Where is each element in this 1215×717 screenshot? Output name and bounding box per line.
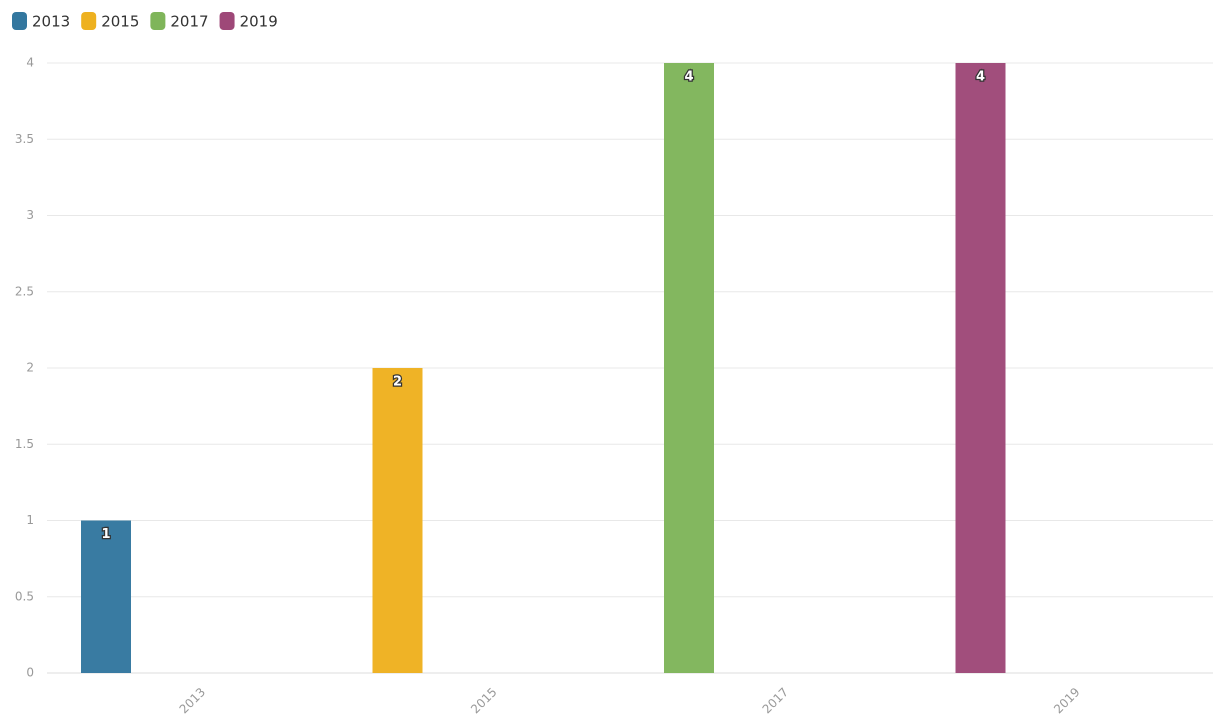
y-tick-label: 3.5 xyxy=(15,132,34,146)
x-tick-label: 2019 xyxy=(1051,685,1082,716)
legend-swatch xyxy=(150,12,166,30)
value-label: 1 xyxy=(101,527,110,542)
bar xyxy=(955,63,1006,673)
legend-label: 2015 xyxy=(101,13,139,31)
value-label: 4 xyxy=(684,70,693,85)
legend-swatch xyxy=(81,12,97,30)
y-tick-label: 0 xyxy=(26,666,34,680)
y-tick-label: 1 xyxy=(26,513,34,527)
bar xyxy=(372,368,423,673)
legend-label: 2017 xyxy=(170,13,208,31)
y-tick-label: 2 xyxy=(26,361,34,375)
legend-label: 2019 xyxy=(240,13,278,31)
y-tick-label: 2.5 xyxy=(15,284,34,298)
bar xyxy=(664,63,714,673)
x-tick-label: 2015 xyxy=(468,685,499,716)
y-tick-label: 3 xyxy=(26,208,34,222)
legend-label: 2013 xyxy=(32,13,70,31)
y-tick-label: 4 xyxy=(26,56,34,70)
x-tick-label: 2017 xyxy=(760,685,791,716)
value-label: 2 xyxy=(393,375,402,390)
y-tick-label: 0.5 xyxy=(15,589,34,603)
bar xyxy=(81,520,131,673)
legend-swatch xyxy=(219,12,235,30)
value-label: 4 xyxy=(976,70,985,85)
y-tick-label: 1.5 xyxy=(15,437,34,451)
legend-swatch xyxy=(12,12,27,30)
x-tick-label: 2013 xyxy=(177,685,208,716)
